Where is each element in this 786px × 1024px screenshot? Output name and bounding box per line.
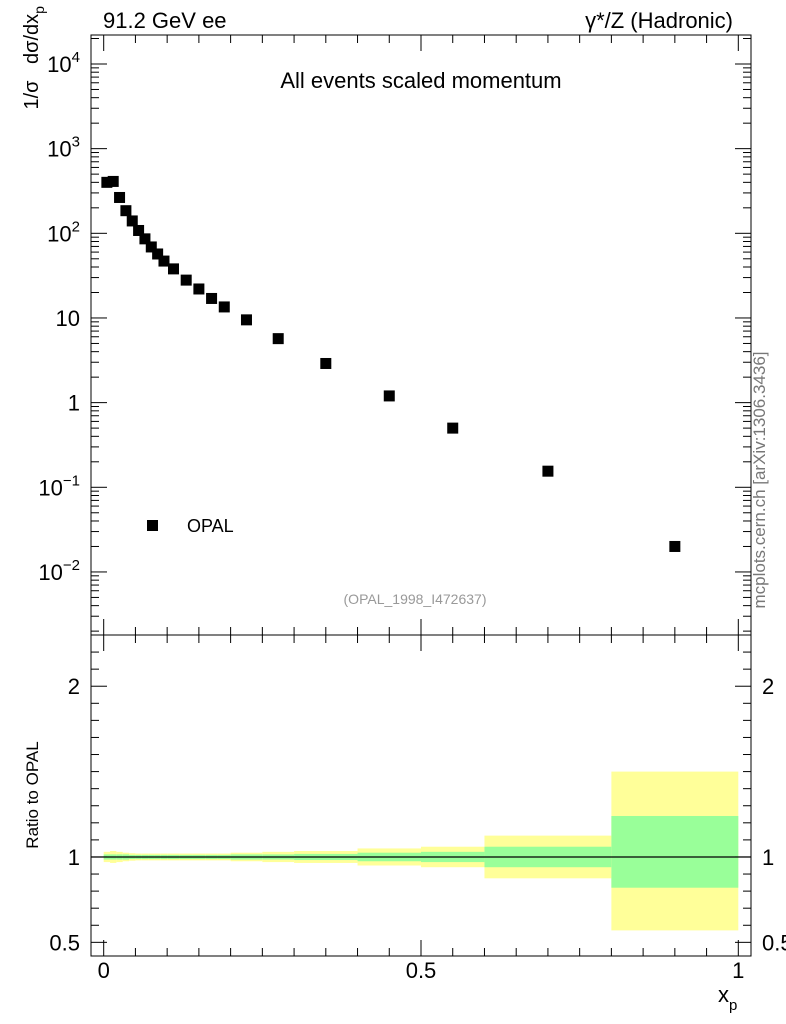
x-label-main: x [718, 982, 729, 1007]
main-y-tick-labels: 10−2 10−1 1 10 102 103 104 [38, 49, 80, 585]
main-y-axis-label: 1/σ dσ/dxp [21, 6, 47, 110]
main-axis-ticks [91, 35, 751, 635]
data-point [133, 224, 145, 236]
ratio-y-tick-label-right: 2 [762, 674, 774, 699]
data-point [120, 205, 132, 217]
data-point [126, 215, 138, 227]
ratio-y-tick-label-right: 0.5 [762, 930, 786, 955]
y-label-sub: p [31, 6, 47, 14]
data-point [152, 248, 164, 260]
ratio-axis-ticks [91, 635, 751, 956]
y-label-part-1: 1/σ [21, 80, 43, 110]
data-point [193, 283, 205, 295]
data-point [145, 241, 157, 253]
side-credit-label: mcplots.cern.ch [arXiv:1306.3436] [750, 351, 769, 608]
main-y-tick-label: 102 [47, 218, 80, 246]
data-point [542, 465, 554, 477]
main-y-tick-label: 10 [56, 306, 80, 331]
main-plot-frame [90, 34, 752, 636]
main-y-tick-label: 10−1 [38, 472, 80, 500]
data-point [139, 233, 151, 245]
data-point [180, 274, 192, 286]
header-left-label: 91.2 GeV ee [103, 8, 227, 33]
x-tick-label: 0.5 [406, 958, 437, 983]
data-point [168, 263, 179, 275]
x-axis-label: xp [718, 982, 737, 1014]
data-point [218, 301, 230, 313]
data-points [101, 175, 681, 552]
data-point [272, 333, 284, 345]
main-y-tick-label: 1 [68, 391, 80, 416]
ratio-inner-band [611, 815, 739, 888]
svg-text:dσ/dxp: dσ/dxp [21, 6, 47, 64]
data-point [206, 292, 218, 304]
ratio-y-tick-label-left: 2 [68, 674, 80, 699]
legend-marker [147, 520, 158, 531]
x-tick-label: 1 [732, 958, 744, 983]
ratio-y-tick-label-left: 0.5 [49, 930, 80, 955]
analysis-annotation: (OPAL_1998_I472637) [344, 591, 487, 607]
x-tick-label: 0 [98, 958, 110, 983]
data-point [107, 175, 119, 187]
ratio-plot-panel: 0.5 0.5 1 1 2 2 0 0.5 1 Ratio to OPAL xp [23, 634, 786, 1014]
data-point [383, 390, 395, 402]
main-plot-panel: 10−2 10−1 1 10 102 103 104 All events scaled m… [21, 6, 752, 636]
data-point [158, 255, 170, 267]
main-y-tick-label: 104 [47, 49, 80, 77]
header-right-label: γ*/Z (Hadronic) [585, 8, 733, 33]
legend: OPAL [147, 516, 234, 536]
main-y-tick-label: 103 [47, 134, 80, 162]
ratio-y-axis-label: Ratio to OPAL [23, 741, 42, 848]
data-point [114, 191, 126, 203]
main-y-tick-label: 10−2 [38, 557, 80, 585]
ratio-y-tick-label-left: 1 [68, 845, 80, 870]
ratio-tick-labels: 0.5 0.5 1 1 2 2 0 0.5 1 [49, 674, 786, 983]
plot-title: All events scaled momentum [280, 68, 561, 93]
ratio-y-tick-label-right: 1 [762, 845, 774, 870]
data-point [240, 314, 252, 326]
data-point [101, 176, 113, 188]
x-label-sub: p [729, 997, 737, 1014]
data-point [447, 422, 459, 434]
data-point [669, 540, 681, 552]
data-point [320, 357, 332, 369]
ratio-bands [103, 771, 739, 931]
legend-label: OPAL [187, 516, 234, 536]
y-label-part-2: dσ/dx [21, 14, 43, 64]
